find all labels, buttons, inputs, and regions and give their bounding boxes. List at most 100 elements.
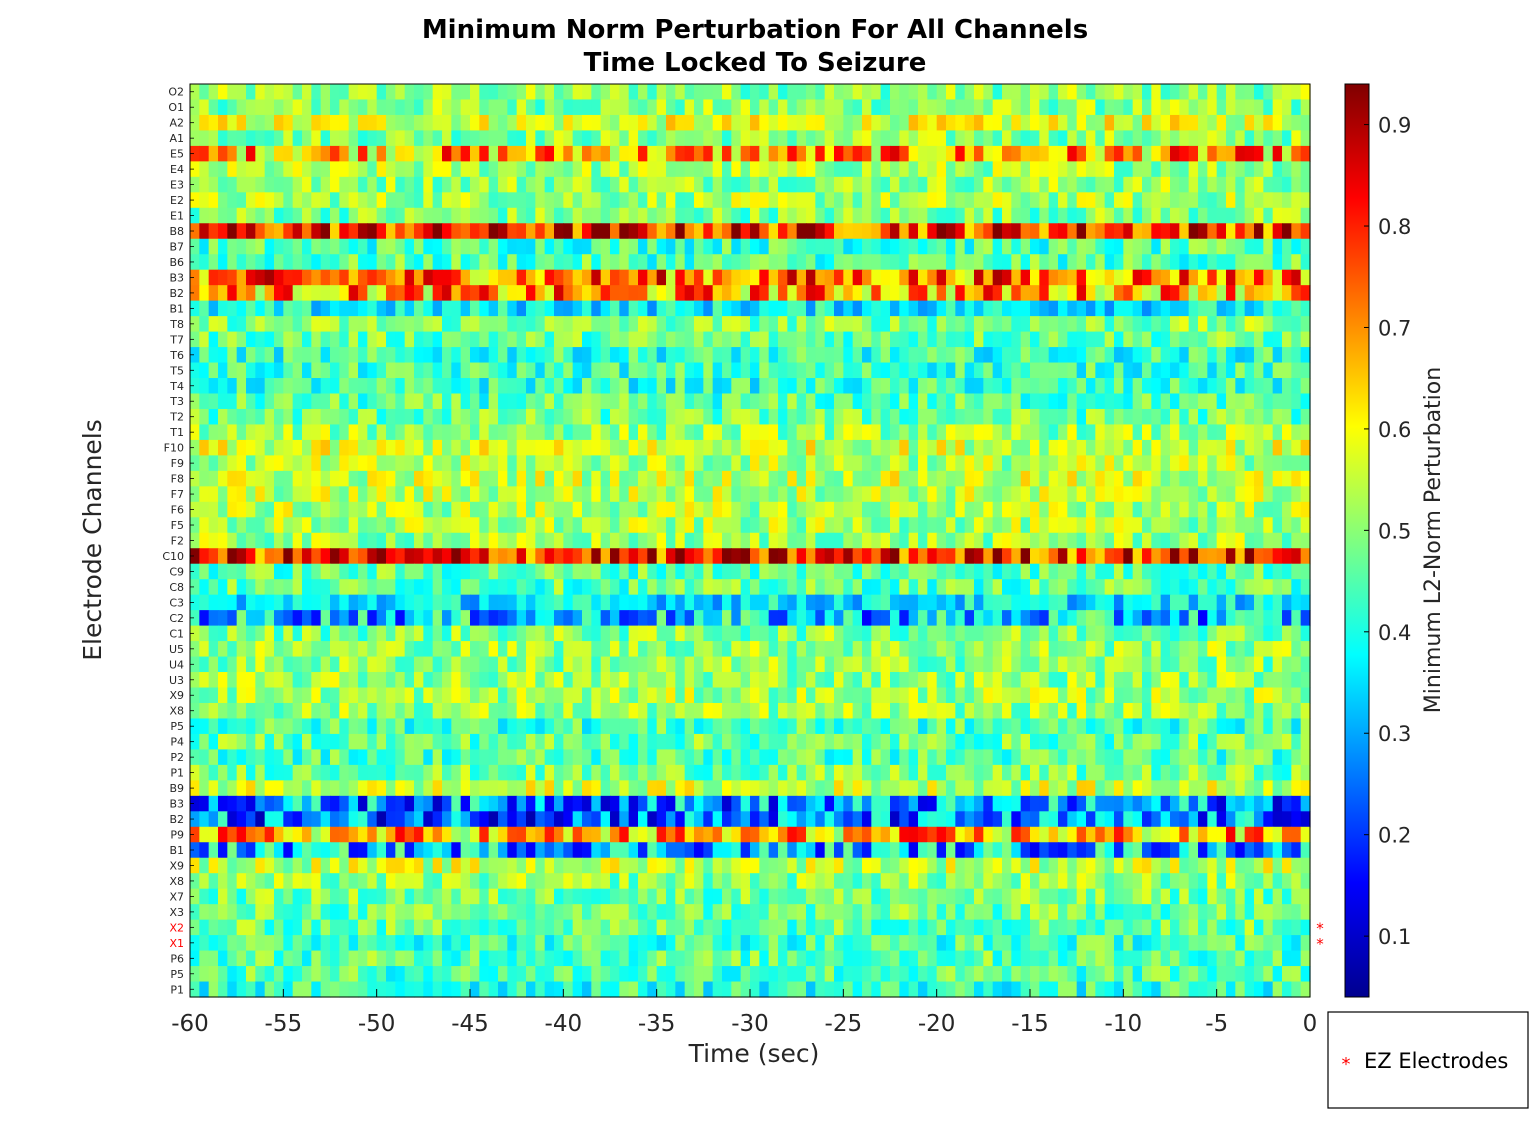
heatmap-cell [358, 362, 368, 379]
heatmap-cell [1188, 99, 1199, 116]
heatmap-cell [1011, 625, 1022, 642]
heatmap-cell [768, 192, 779, 209]
heatmap-cell [563, 378, 574, 395]
heatmap-cell [236, 470, 247, 487]
heatmap-cell [395, 145, 406, 162]
heatmap-cell [684, 656, 695, 673]
heatmap-cell [563, 532, 574, 549]
heatmap-cell [358, 223, 368, 240]
heatmap-cell [1244, 439, 1255, 456]
heatmap-cell [199, 439, 210, 456]
heatmap-cell [414, 207, 424, 224]
heatmap-cell [694, 316, 704, 333]
heatmap-cell [404, 702, 415, 720]
heatmap-cell [806, 501, 816, 518]
heatmap-cell [1076, 362, 1087, 379]
heatmap-cell [218, 579, 228, 596]
heatmap-cell [516, 532, 527, 549]
heatmap-cell [190, 672, 200, 689]
heatmap-cell [190, 687, 200, 704]
heatmap-cell [1235, 238, 1246, 255]
heatmap-cell [395, 192, 406, 209]
heatmap-cell [488, 517, 499, 534]
heatmap-cell [348, 625, 359, 642]
heatmap-cell [208, 486, 219, 503]
heatmap-cell [1067, 316, 1078, 333]
heatmap-cell [964, 130, 975, 147]
heatmap-cell [731, 517, 742, 534]
heatmap-cell [330, 532, 340, 549]
heatmap-cell [582, 408, 592, 426]
heatmap-cell [787, 269, 798, 286]
heatmap-cell [367, 439, 378, 456]
heatmap-cell [927, 114, 938, 132]
heatmap-cell [1020, 501, 1031, 518]
heatmap-cell [1198, 424, 1208, 441]
heatmap-cell [1263, 254, 1274, 271]
heatmap-cell [283, 316, 294, 333]
heatmap-cell [255, 718, 266, 735]
heatmap-cell [367, 300, 378, 317]
heatmap-cell [507, 672, 518, 689]
heatmap-cell [1179, 656, 1190, 673]
heatmap-cell [694, 470, 704, 487]
heatmap-cell [1160, 532, 1171, 549]
heatmap-cell [740, 161, 751, 178]
heatmap-cell [348, 718, 359, 735]
heatmap-cell [918, 254, 928, 271]
heatmap-cell [1300, 517, 1311, 534]
heatmap-cell [218, 455, 228, 472]
heatmap-cell [582, 718, 592, 735]
heatmap-cell [591, 300, 602, 317]
heatmap-cell [768, 161, 779, 178]
heatmap-cell [1198, 254, 1208, 271]
heatmap-cell [1002, 408, 1012, 426]
heatmap-cell [1002, 625, 1012, 642]
heatmap-cell [1123, 238, 1134, 255]
heatmap-cell [740, 563, 751, 580]
heatmap-cell [1244, 393, 1255, 410]
heatmap-cell [1188, 517, 1199, 534]
heatmap-cell [190, 300, 200, 317]
heatmap-cell [918, 594, 928, 611]
heatmap-cell [1076, 501, 1087, 518]
heatmap-cell [712, 424, 723, 441]
heatmap-cell [423, 563, 434, 580]
heatmap-cell [404, 563, 415, 580]
heatmap-cell [330, 594, 340, 611]
heatmap-cell [227, 254, 238, 271]
heatmap-cell [1011, 548, 1022, 565]
heatmap-cell [1142, 316, 1152, 333]
heatmap-cell [983, 687, 994, 704]
heatmap-cell [292, 238, 303, 255]
heatmap-cell [992, 331, 1003, 348]
heatmap-cell [1254, 702, 1264, 720]
heatmap-cell [1030, 672, 1040, 689]
heatmap-cell [451, 486, 462, 503]
heatmap-cell [1254, 548, 1264, 565]
heatmap-cell [386, 501, 396, 518]
heatmap-cell [759, 192, 770, 209]
heatmap-cell [824, 192, 835, 209]
heatmap-cell [936, 579, 947, 596]
heatmap-cell [227, 625, 238, 642]
heatmap-cell [264, 408, 275, 426]
heatmap-cell [199, 161, 210, 178]
heatmap-cell [852, 594, 863, 611]
heatmap-cell [890, 331, 900, 348]
heatmap-cell [1142, 424, 1152, 441]
heatmap-cell [199, 517, 210, 534]
heatmap-cell [544, 625, 555, 642]
heatmap-cell [358, 331, 368, 348]
heatmap-cell [1039, 501, 1050, 518]
heatmap-cell [1048, 254, 1059, 271]
heatmap-cell [890, 548, 900, 565]
heatmap-cell [507, 656, 518, 673]
heatmap-cell [1207, 702, 1218, 720]
heatmap-cell [1151, 594, 1162, 611]
heatmap-cell [656, 610, 667, 627]
heatmap-cell [1030, 548, 1040, 565]
heatmap-cell [843, 238, 854, 255]
heatmap-cell [824, 145, 835, 162]
heatmap-cell [498, 99, 508, 116]
